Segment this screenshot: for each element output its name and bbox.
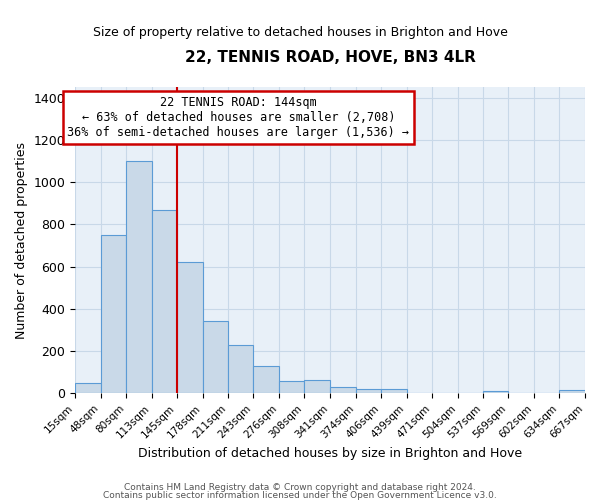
Bar (330, 387, 356, 394)
Text: Contains public sector information licensed under the Open Government Licence v3: Contains public sector information licen… (103, 490, 497, 500)
X-axis label: Distribution of detached houses by size in Brighton and Hove: Distribution of detached houses by size … (138, 447, 522, 460)
Title: 22, TENNIS ROAD, HOVE, BN3 4LR: 22, TENNIS ROAD, HOVE, BN3 4LR (185, 50, 476, 65)
Bar (101, 235, 126, 394)
Bar (381, 389, 407, 394)
Bar (304, 380, 330, 394)
Bar (229, 346, 253, 394)
Bar (177, 262, 203, 394)
Bar (203, 320, 229, 394)
Text: Contains HM Land Registry data © Crown copyright and database right 2024.: Contains HM Land Registry data © Crown c… (124, 483, 476, 492)
Bar (253, 366, 279, 394)
Bar (279, 381, 304, 394)
Bar (484, 392, 508, 394)
Y-axis label: Number of detached properties: Number of detached properties (15, 142, 28, 338)
Text: Size of property relative to detached houses in Brighton and Hove: Size of property relative to detached ho… (92, 26, 508, 39)
Bar (75, 383, 101, 394)
Bar (356, 389, 381, 394)
Text: 22 TENNIS ROAD: 144sqm
← 63% of detached houses are smaller (2,708)
36% of semi-: 22 TENNIS ROAD: 144sqm ← 63% of detached… (67, 96, 409, 139)
Bar (152, 210, 177, 394)
Bar (559, 390, 585, 394)
Bar (126, 161, 152, 394)
